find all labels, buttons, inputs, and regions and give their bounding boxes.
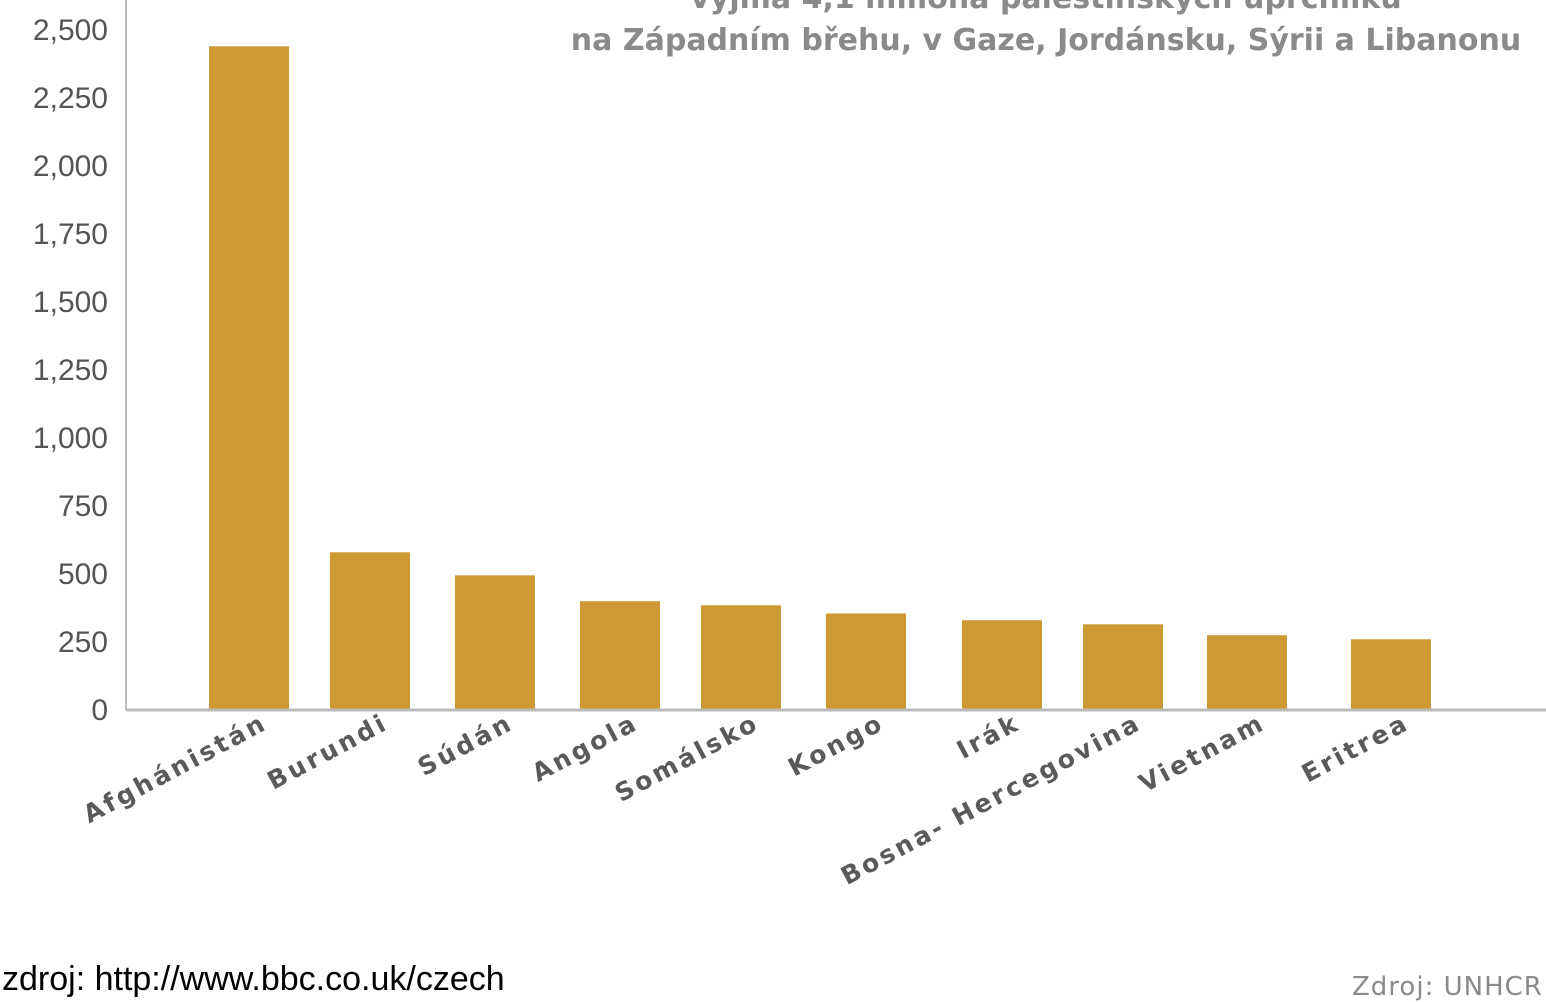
subtitle-line-1: výjma 4,1 miliona palestinských uprchlík… (690, 0, 1401, 16)
bar (455, 575, 535, 710)
bar (1083, 624, 1163, 710)
y-tick-label: 1,750 (33, 218, 108, 251)
x-tick-label: Vietnam (1134, 708, 1270, 798)
bar (962, 620, 1042, 710)
y-tick-label: 1,000 (33, 422, 108, 455)
chart-subtitle: výjma 4,1 miliona palestinských uprchlík… (571, 0, 1521, 58)
bar (826, 613, 906, 710)
source-caption: zdroj: http://www.bbc.co.uk/czech (2, 960, 505, 998)
x-tick-label: Eritrea (1297, 708, 1414, 789)
y-tick-label: 2,000 (33, 150, 108, 183)
chart-source: Zdroj: UNHCR (1352, 972, 1543, 1002)
y-tick-label: 500 (58, 558, 108, 591)
bars (209, 46, 1431, 710)
y-tick-label: 1,250 (33, 354, 108, 387)
y-tick-label: 0 (91, 694, 108, 727)
y-tick-label: 2,500 (33, 14, 108, 47)
bar (1207, 635, 1287, 710)
x-tick-label: Irák (952, 708, 1025, 765)
y-axis: 0 250 500 750 1,000 1,250 1,500 1,750 2,000 2,250… (33, 0, 127, 727)
bar (701, 605, 781, 710)
x-tick-label: Burundi (262, 708, 392, 796)
y-tick-label: 1,500 (33, 286, 108, 319)
x-tick-label: Kongo (783, 708, 888, 782)
bar (330, 552, 410, 710)
bar (580, 601, 660, 710)
x-tick-label: Súdán (413, 708, 518, 782)
bar (209, 46, 289, 710)
y-tick-label: 750 (58, 490, 108, 523)
y-tick-label: 250 (58, 626, 108, 659)
y-tick-label: 2,250 (33, 82, 108, 115)
subtitle-line-2: na Západním břehu, v Gaze, Jordánsku, Sý… (571, 23, 1521, 58)
bar (1351, 639, 1431, 710)
